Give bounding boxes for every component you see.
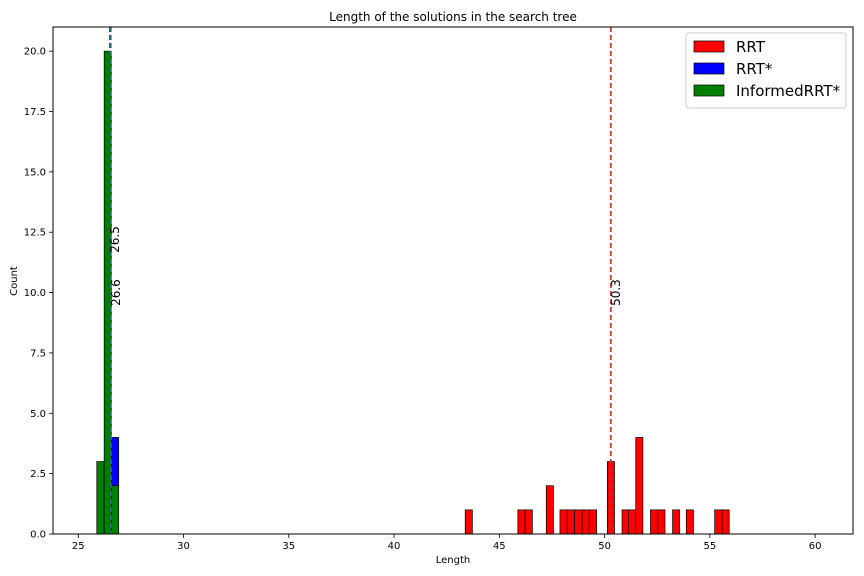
chart-title: Length of the solutions in the search tr… <box>329 10 577 24</box>
plot-frame <box>52 26 854 535</box>
bars-layer <box>96 50 730 535</box>
bar-rrt-13 <box>650 509 658 535</box>
bar-rrt-14 <box>657 509 666 535</box>
x-tick-label-5: 50 <box>598 541 611 552</box>
reference-line-label-1: 26.6 <box>109 279 123 306</box>
x-axis-label: Length <box>436 555 471 566</box>
y-tick-label-8: 20.0 <box>24 47 46 58</box>
bar-rrt-15 <box>672 509 681 535</box>
bar-rrt-8 <box>589 509 597 535</box>
x-tick-label-2: 35 <box>282 541 295 552</box>
x-tick-label-1: 30 <box>177 541 190 552</box>
bar-rrt-0 <box>464 509 473 535</box>
legend-swatch-0 <box>693 40 725 53</box>
y-tick-label-7: 17.5 <box>24 107 46 118</box>
bar-rrt-11 <box>628 509 636 535</box>
reference-line-label-0: 50.3 <box>609 279 623 306</box>
bar-rrt-17 <box>714 509 723 535</box>
bar-rrt-16 <box>685 509 694 535</box>
x-tick-label-3: 40 <box>388 541 401 552</box>
y-tick-label-1: 2.5 <box>30 469 46 480</box>
bar-rrt-4 <box>559 509 568 535</box>
bar-informedrrt--0 <box>96 461 105 535</box>
x-axis: 25 30 35 40 45 50 55 60 <box>72 534 822 552</box>
x-tick-label-0: 25 <box>72 541 85 552</box>
reference-line-label-2: 26.5 <box>108 226 122 253</box>
y-tick-label-5: 12.5 <box>24 228 46 239</box>
bar-rrt-5 <box>566 509 575 535</box>
x-tick-label-6: 55 <box>703 541 716 552</box>
y-tick-label-6: 15.0 <box>24 167 46 178</box>
bar-rrt-3 <box>545 485 554 535</box>
bar-rrt-12 <box>635 437 644 535</box>
legend-box <box>685 32 847 109</box>
x-tick-label-4: 45 <box>493 541 506 552</box>
legend-label-2: InformedRRT* <box>736 82 841 100</box>
y-tick-label-2: 5.0 <box>30 409 46 420</box>
bar-rrt-2 <box>524 509 533 535</box>
legend: RRT RRT* InformedRRT* <box>685 32 847 109</box>
bar-rrt-1 <box>517 509 526 535</box>
y-axis: 0.0 2.5 5.0 7.5 10.0 12.5 15.0 17.5 20.0 <box>24 47 53 541</box>
bar-informedrrt--2 <box>111 485 120 535</box>
legend-swatch-2 <box>693 84 725 97</box>
y-tick-label-4: 10.0 <box>24 288 46 299</box>
reference-lines-layer: 50.3 26.6 26.5 <box>108 27 623 534</box>
y-axis-label: Count <box>9 266 20 296</box>
legend-swatch-1 <box>693 62 725 75</box>
bar-rrt-6 <box>574 509 583 535</box>
legend-label-1: RRT* <box>736 60 773 78</box>
y-tick-label-3: 7.5 <box>30 348 46 359</box>
legend-label-0: RRT <box>736 38 766 56</box>
bar-rrt-18 <box>721 509 730 535</box>
x-tick-label-7: 60 <box>809 541 822 552</box>
bar-rrt-7 <box>581 509 590 535</box>
y-tick-label-0: 0.0 <box>30 530 46 541</box>
